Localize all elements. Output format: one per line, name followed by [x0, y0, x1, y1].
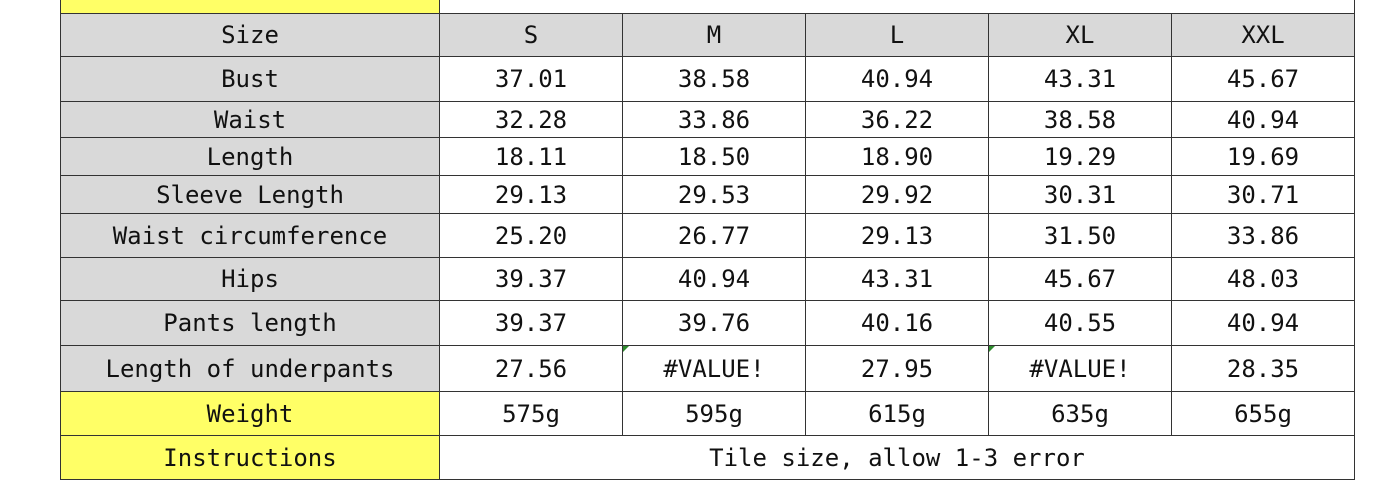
measurement-cell: 32.28 — [439, 101, 623, 138]
cropped-top-row — [60, 0, 1355, 14]
size-m: M — [622, 13, 806, 57]
row-label: Waist — [60, 101, 440, 138]
measurement-cell: 43.31 — [988, 56, 1172, 102]
instructions-row: Instructions Tile size, allow 1-3 error — [60, 435, 1355, 480]
row-label: Pants length — [60, 300, 440, 346]
size-s: S — [439, 13, 623, 57]
row-label: Bust — [60, 56, 440, 102]
row-label: Waist circumference — [60, 213, 440, 258]
measurement-cell: 25.20 — [439, 213, 623, 258]
measurement-cell: 29.13 — [439, 175, 623, 214]
measurement-cell: 33.86 — [622, 101, 806, 138]
measurement-cell: 45.67 — [1171, 56, 1355, 102]
measurement-row: Hips 39.37 40.94 43.31 45.67 48.03 — [60, 257, 1355, 301]
measurement-cell: 18.50 — [622, 137, 806, 176]
measurement-cell: 29.53 — [622, 175, 806, 214]
measurement-cell: 45.67 — [988, 257, 1172, 301]
measurement-cell: 27.56 — [439, 345, 623, 392]
measurement-cell: 38.58 — [988, 101, 1172, 138]
measurement-cell: 19.69 — [1171, 137, 1355, 176]
cropped-value-cell — [439, 0, 1355, 14]
row-label: Length of underpants — [60, 345, 440, 392]
measurement-cell: #VALUE! — [622, 345, 806, 392]
size-header-label: Size — [60, 13, 440, 57]
measurement-row: Length 18.11 18.50 18.90 19.29 19.69 — [60, 137, 1355, 176]
measurement-row: Waist 32.28 33.86 36.22 38.58 40.94 — [60, 101, 1355, 138]
measurement-row: Pants length 39.37 39.76 40.16 40.55 40.94 — [60, 300, 1355, 346]
weight-row: Weight 575g 595g 615g 635g 655g — [60, 391, 1355, 436]
measurement-cell: 36.22 — [805, 101, 989, 138]
measurement-cell: 26.77 — [622, 213, 806, 258]
measurement-cell: 30.71 — [1171, 175, 1355, 214]
measurement-cell: 40.94 — [805, 56, 989, 102]
weight-value: 595g — [622, 391, 806, 436]
measurement-cell: 40.94 — [1171, 101, 1355, 138]
measurement-cell: 38.58 — [622, 56, 806, 102]
measurement-cell: 40.94 — [622, 257, 806, 301]
measurement-row: Sleeve Length 29.13 29.53 29.92 30.31 30.71 — [60, 175, 1355, 214]
measurement-cell: 19.29 — [988, 137, 1172, 176]
measurement-row: Length of underpants 27.56 #VALUE! 27.95 #VA… — [60, 345, 1355, 392]
weight-value: 575g — [439, 391, 623, 436]
cropped-label-cell — [60, 0, 440, 14]
weight-value: 635g — [988, 391, 1172, 436]
row-label: Hips — [60, 257, 440, 301]
measurement-cell: 31.50 — [988, 213, 1172, 258]
measurement-cell: 37.01 — [439, 56, 623, 102]
measurement-cell: 33.86 — [1171, 213, 1355, 258]
measurement-cell: 39.37 — [439, 257, 623, 301]
measurement-cell: 43.31 — [805, 257, 989, 301]
measurement-cell: 40.16 — [805, 300, 989, 346]
size-chart-table: Size S M L XL XXL Bust 37.01 38.58 40.94 43.… — [60, 0, 1355, 480]
weight-label: Weight — [60, 391, 440, 436]
row-label: Sleeve Length — [60, 175, 440, 214]
measurement-cell: 18.11 — [439, 137, 623, 176]
measurement-cell: 40.94 — [1171, 300, 1355, 346]
size-xxl: XXL — [1171, 13, 1355, 57]
measurement-cell: 39.76 — [622, 300, 806, 346]
weight-value: 615g — [805, 391, 989, 436]
measurement-cell: 27.95 — [805, 345, 989, 392]
measurement-cell: 40.55 — [988, 300, 1172, 346]
measurement-row: Bust 37.01 38.58 40.94 43.31 45.67 — [60, 56, 1355, 102]
instructions-text: Tile size, allow 1-3 error — [439, 435, 1355, 480]
instructions-label: Instructions — [60, 435, 440, 480]
measurement-cell: 48.03 — [1171, 257, 1355, 301]
size-l: L — [805, 13, 989, 57]
row-label: Length — [60, 137, 440, 176]
measurement-cell: 29.13 — [805, 213, 989, 258]
size-xl: XL — [988, 13, 1172, 57]
measurement-cell: #VALUE! — [988, 345, 1172, 392]
measurement-cell: 28.35 — [1171, 345, 1355, 392]
weight-value: 655g — [1171, 391, 1355, 436]
measurement-row: Waist circumference 25.20 26.77 29.13 31.50 3… — [60, 213, 1355, 258]
measurement-cell: 39.37 — [439, 300, 623, 346]
measurement-cell: 18.90 — [805, 137, 989, 176]
measurement-cell: 29.92 — [805, 175, 989, 214]
measurement-cell: 30.31 — [988, 175, 1172, 214]
size-header-row: Size S M L XL XXL — [60, 13, 1355, 57]
